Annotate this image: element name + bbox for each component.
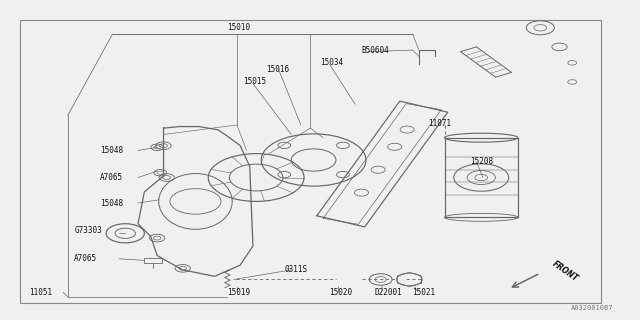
Text: 11051: 11051 [29, 288, 52, 297]
Text: 0311S: 0311S [285, 265, 308, 275]
Text: 15010: 15010 [227, 23, 250, 32]
Text: 15048: 15048 [100, 198, 123, 207]
Text: 15208: 15208 [470, 157, 493, 166]
Bar [145, 258, 163, 263]
Text: A7065: A7065 [100, 173, 123, 182]
Text: G73303: G73303 [74, 226, 102, 235]
Bar [20, 20, 601, 303]
Text: FRONT: FRONT [551, 259, 580, 283]
Text: 15020: 15020 [330, 288, 353, 297]
Text: 15016: 15016 [266, 65, 289, 74]
Text: B50604: B50604 [362, 45, 389, 55]
Text: A7065: A7065 [74, 254, 97, 263]
Text: 15019: 15019 [227, 288, 250, 297]
Text: D22001: D22001 [374, 288, 402, 297]
Text: 11071: 11071 [429, 119, 452, 128]
Text: 15034: 15034 [320, 58, 343, 67]
Text: 15015: 15015 [243, 77, 266, 86]
Text: 15048: 15048 [100, 146, 123, 155]
Text: A032001087: A032001087 [572, 305, 614, 311]
Text: 15021: 15021 [413, 288, 436, 297]
